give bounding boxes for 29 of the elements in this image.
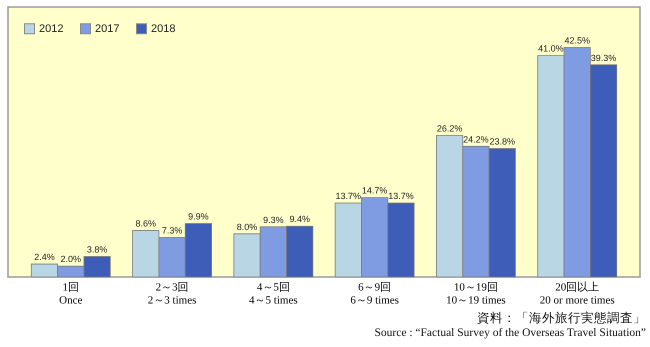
data-label: 13.7% [388,191,414,202]
data-label: 7.3% [162,226,182,236]
x-tick-label: 10～19回 10～19 times [446,282,506,306]
legend-label: 2017 [95,22,120,35]
data-label: 23.8% [489,136,516,146]
data-label: 8.0% [236,222,258,232]
source-note: Source : “Factual Survey of the Overseas Travel Situation” [374,327,646,339]
data-label: 9.4% [289,214,310,224]
data-label: 42.5% [564,36,590,46]
data-label: 39.3% [590,52,616,63]
data-label: 9.3% [263,214,284,225]
legend-label: 2018 [151,22,176,35]
x-tick-label: 6～9回 6～9 times [350,282,399,306]
data-label: 24.2% [463,134,489,144]
legend-label: 2012 [39,22,64,35]
x-tick-label: 20回以上 20 or more times [540,280,615,306]
data-label: 3.8% [86,244,108,254]
x-tick-label: 1回 Once [59,282,83,306]
data-label: 13.7% [336,191,362,202]
data-label: 9.9% [188,212,209,222]
data-label: 26.2% [436,124,462,134]
data-label: 14.7% [362,186,388,196]
x-tick-label: 4～5回 4～5 times [249,282,298,306]
data-label: 2.0% [60,254,82,264]
data-label: 41.0% [538,44,564,54]
text: 資料：「海外旅行実態調査」 [477,310,646,325]
x-tick-label: 2～3回 2～3 times [148,282,196,306]
data-label: 2.4% [34,252,55,262]
data-label: 8.6% [135,218,156,229]
